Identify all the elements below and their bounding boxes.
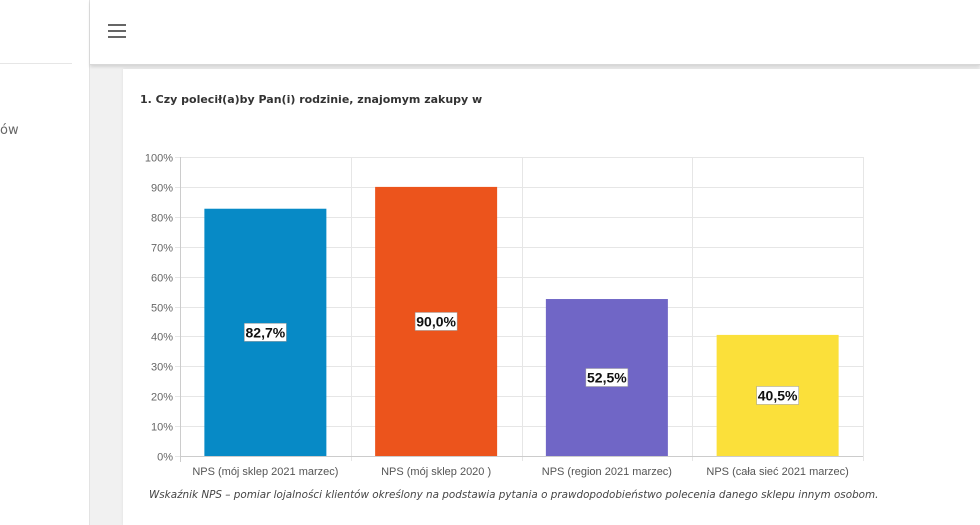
y-tick-label: 70% — [151, 243, 173, 255]
data-label: 52,5% — [587, 370, 627, 386]
y-tick-label: 10% — [151, 422, 173, 434]
y-tick-label: 50% — [151, 303, 173, 315]
data-label-box — [756, 386, 799, 405]
data-label: 40,5% — [758, 387, 798, 403]
x-tick-label: NPS (cała sieć 2021 marzec) — [706, 466, 848, 478]
y-tick-label: 40% — [151, 332, 173, 344]
y-tick-label: 90% — [151, 183, 173, 195]
bar-chart: 0% 10% 20% 30% 40% 50% 60% 70% 80% 90% 100% 82,7% NP… — [145, 153, 864, 478]
data-label-box — [244, 323, 287, 342]
y-tick-label: 60% — [151, 273, 173, 285]
x-tick-label: NPS (region 2021 marzec) — [542, 466, 672, 478]
y-tick-label: 100% — [145, 153, 173, 165]
y-tick-label: 0% — [157, 452, 173, 464]
data-label: 90,0% — [416, 313, 456, 329]
y-tick-label: 30% — [151, 362, 173, 374]
nps-note: Wskaźnik NPS – pomiar lojalności klientó… — [149, 489, 879, 501]
data-label-box — [414, 312, 458, 331]
y-tick-label: 80% — [151, 213, 173, 225]
chart-card: 1. Czy polecił(a)by Pan(i) rodzinie, zna… — [123, 69, 980, 525]
hamburger-icon[interactable] — [108, 24, 126, 38]
data-label-box — [585, 368, 629, 387]
top-bar — [90, 0, 980, 65]
data-label: 82,7% — [246, 324, 286, 340]
sidebar: ów — [0, 0, 89, 525]
sidebar-border — [89, 0, 90, 525]
x-tick-label: NPS (mój sklep 2020 ) — [381, 466, 491, 478]
x-tick-label: NPS (mój sklep 2021 marzec) — [192, 466, 338, 478]
sidebar-item[interactable]: ów — [0, 123, 19, 138]
y-tick-label: 20% — [151, 392, 173, 404]
sidebar-divider — [0, 63, 72, 64]
main-content: 1. Czy polecił(a)by Pan(i) rodzinie, zna… — [90, 65, 980, 525]
card-title: 1. Czy polecił(a)by Pan(i) rodzinie, zna… — [140, 93, 483, 106]
